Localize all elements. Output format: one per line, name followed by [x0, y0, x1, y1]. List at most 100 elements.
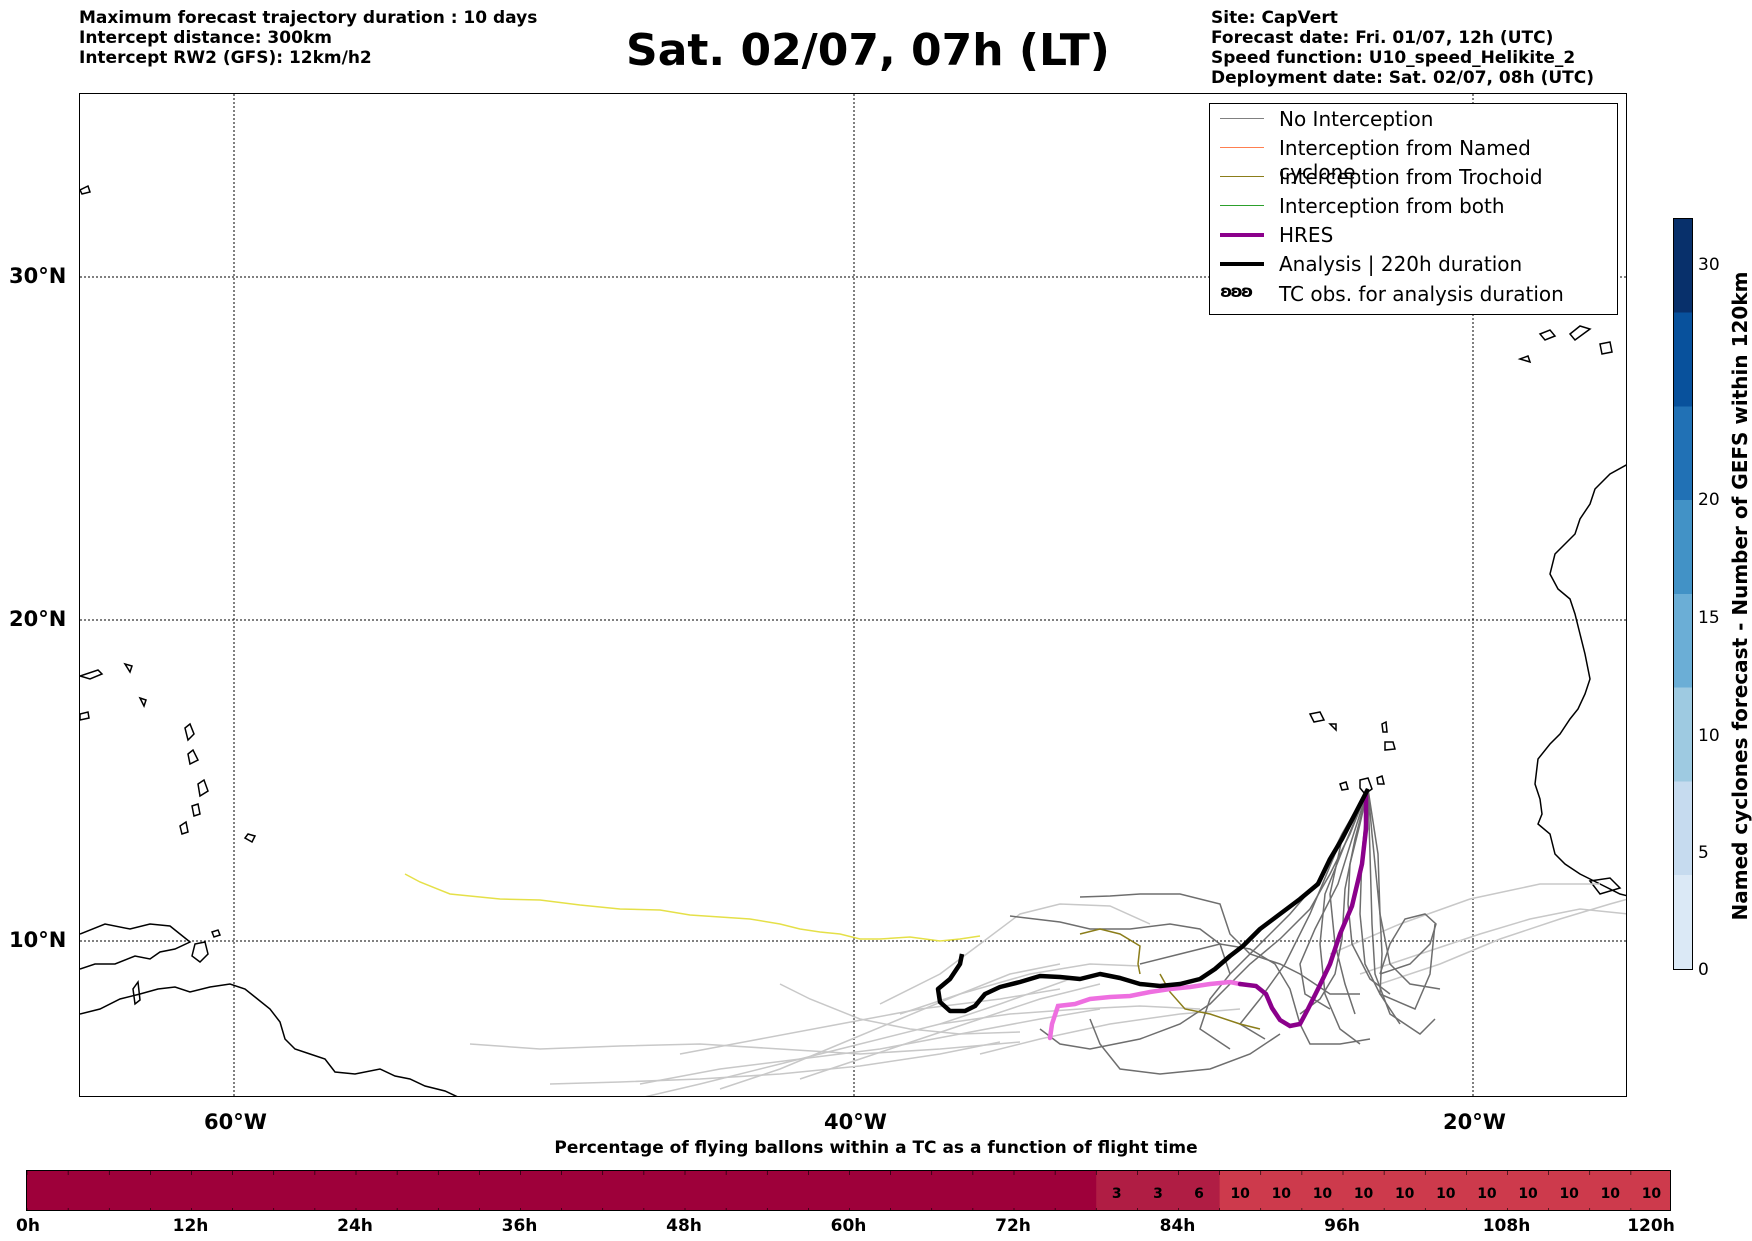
bar-cell	[1548, 1171, 1591, 1210]
island-lesser-antilles-5	[179, 820, 189, 835]
bar-cell	[438, 1171, 480, 1210]
graticule	[80, 94, 1626, 1096]
island-trinidad	[191, 941, 209, 963]
dark-trajectory	[1139, 943, 1371, 1045]
bar-cell	[890, 1171, 933, 1210]
cyclone-colorbar	[1673, 218, 1693, 970]
island-canary-3	[1599, 341, 1613, 355]
bar-cell	[273, 1171, 316, 1210]
light-trajectory	[1329, 883, 1600, 955]
bar-cell	[931, 1171, 974, 1210]
map-canvas	[80, 94, 1626, 1096]
light-trajectories	[469, 883, 1626, 1096]
bar-cell	[1137, 1171, 1180, 1210]
bar-cell	[1425, 1171, 1467, 1210]
dark-trajectory	[1347, 788, 1391, 995]
island-puerto-rico	[80, 669, 104, 680]
bar-cell	[643, 1171, 686, 1210]
dark-trajectory	[1299, 788, 1369, 1010]
bar-cell	[397, 1171, 439, 1210]
island-small-2	[138, 696, 147, 708]
coastlines	[80, 184, 1626, 1096]
coast-africa	[1534, 464, 1626, 897]
island-cv-santo-antao	[1308, 711, 1326, 723]
legend-label: Analysis | 220h duration	[1279, 252, 1523, 276]
island-cv-sal	[1381, 720, 1388, 733]
colorbar-label: Named cyclones forecast - Number of GEFS…	[1728, 271, 1752, 921]
light-trajectory	[799, 983, 1101, 1080]
bar-cell	[1589, 1171, 1632, 1210]
island-lesser-antilles-2	[187, 748, 200, 766]
legend-item-no-interception: No Interception	[1216, 107, 1611, 131]
bar-cell	[849, 1171, 892, 1210]
bar-cell-label: 10	[1436, 1186, 1456, 1202]
legend-label: No Interception	[1279, 107, 1434, 131]
bar-cell	[232, 1171, 275, 1210]
hour-label: 120h	[1627, 1216, 1675, 1236]
bar-cell	[767, 1171, 809, 1210]
bar-cell	[1096, 1171, 1138, 1210]
coast-venezuela-gulf	[80, 923, 192, 970]
light-trajectory	[779, 983, 1021, 1035]
island-cv-maio	[1376, 774, 1385, 785]
bar-cell-label: 10	[1477, 1186, 1497, 1202]
bar-cell	[1178, 1171, 1221, 1210]
legend-swatch	[1220, 262, 1264, 266]
legend-swatch	[1220, 233, 1264, 237]
light-trajectory	[549, 1041, 1001, 1085]
legend-item-tc-obs: ʚʚʚ TC obs. for analysis duration	[1216, 282, 1611, 306]
bar-cell	[685, 1171, 727, 1210]
coast-south-america	[80, 983, 458, 1096]
left-info-line-1: Maximum forecast trajectory duration : 1…	[79, 8, 538, 28]
hour-label: 108h	[1482, 1216, 1531, 1236]
bar-cell	[1260, 1171, 1303, 1210]
legend-swatch	[1220, 118, 1264, 119]
hour-label: 12h	[172, 1216, 209, 1236]
legend-item-trochoid: Interception from Trochoid	[1216, 165, 1611, 189]
colorbar-tick-0: 0	[1698, 960, 1709, 980]
bar-cell	[150, 1171, 193, 1210]
bar-cell-label: 10	[1395, 1186, 1415, 1202]
island-bijagos	[1588, 877, 1622, 895]
colorbar-tick-30: 30	[1698, 255, 1720, 275]
island-canary-4	[1517, 355, 1532, 364]
hour-label: 36h	[501, 1216, 538, 1236]
light-trajectory	[645, 978, 1071, 1096]
bar-cell-label: 3	[1112, 1186, 1122, 1202]
light-trajectory	[639, 1008, 1101, 1085]
hour-label: 60h	[830, 1216, 867, 1236]
light-trajectory	[679, 988, 1061, 1055]
legend-item-analysis: Analysis | 220h duration	[1216, 252, 1611, 276]
hour-label: 84h	[1159, 1216, 1196, 1236]
bar-cell-label: 10	[1230, 1186, 1250, 1202]
dark-trajectory	[1009, 915, 1231, 975]
bar-cell	[109, 1171, 151, 1210]
bar-cell-label: 10	[1313, 1186, 1333, 1202]
percentage-bar-canvas: 3 3 6 10 10 10 10 10 10 10 10 10 10 10	[27, 1171, 1670, 1210]
bar-cell	[561, 1171, 604, 1210]
legend-item-hres: HRES	[1216, 223, 1611, 247]
hres-trajectory-late	[1237, 791, 1369, 1029]
legend-label: Interception from both	[1279, 194, 1505, 218]
right-info-line-3: Speed function: U10_speed_Helikite_2	[1211, 48, 1576, 68]
bar-cell	[808, 1171, 851, 1210]
tc-symbol-icon: ʚʚʚ	[1220, 282, 1253, 302]
left-info-line-3: Intercept RW2 (GFS): 12km/h2	[79, 48, 372, 68]
colorbar-tick-15: 15	[1698, 608, 1720, 628]
hour-label: 24h	[337, 1216, 373, 1236]
legend-label: Interception from Trochoid	[1279, 165, 1543, 189]
island-lesser-antilles-6	[243, 833, 257, 844]
legend-swatch	[1220, 147, 1264, 148]
bar-cell	[520, 1171, 563, 1210]
lon-label-20w: 20°W	[1443, 1110, 1506, 1134]
trochoid-trajectory	[1079, 928, 1141, 975]
island-canary-2	[1568, 325, 1592, 342]
island-small-4	[80, 184, 91, 195]
dark-trajectory	[1367, 788, 1436, 1035]
light-trajectory	[719, 963, 1061, 1090]
bar-cell	[191, 1171, 234, 1210]
light-trajectory	[879, 903, 1151, 1005]
legend-item-both: Interception from both	[1216, 194, 1611, 218]
legend-swatch	[1220, 205, 1264, 206]
legend-label: HRES	[1279, 223, 1334, 247]
